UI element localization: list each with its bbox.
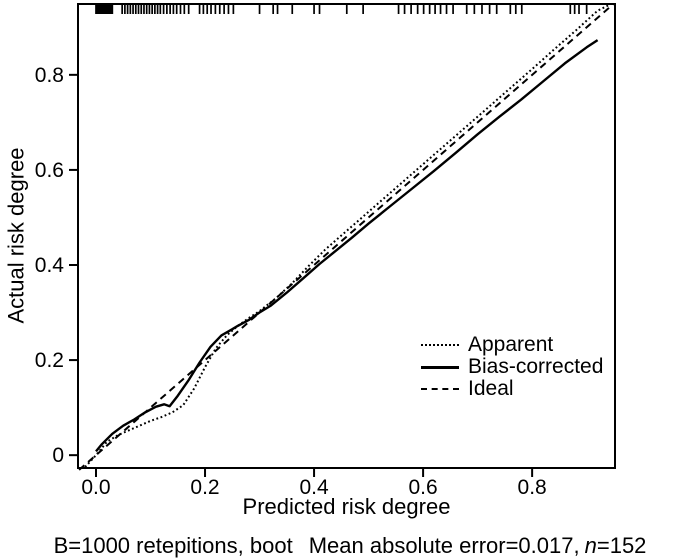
legend-label-bias-corrected: Bias-corrected (468, 355, 604, 378)
plot-box (77, 3, 616, 469)
bootstrap-stats-caption: B=1000 retepitions, boot Mean absolute er… (0, 533, 700, 559)
x-axis-ticks: 0.0 0.2 0.4 0.6 0.8 (81, 468, 547, 499)
legend-item-apparent: Apparent (421, 333, 603, 356)
y-tick-label: 0.2 (35, 349, 64, 372)
x-tick-label: 0.6 (408, 476, 437, 499)
caption-error-text: Mean absolute error=0.017, (308, 533, 580, 558)
legend-item-bias-corrected: Bias-corrected (421, 355, 604, 378)
y-tick-label: 0.4 (35, 254, 65, 277)
caption-n-symbol: n (584, 533, 597, 558)
legend-label-apparent: Apparent (468, 333, 554, 356)
x-tick-label: 0.0 (81, 476, 110, 499)
x-axis-title: Predicted risk degree (242, 494, 451, 519)
legend-item-ideal: Ideal (421, 377, 603, 400)
series-line-ideal (78, 3, 615, 471)
caption-bootstrap-text: B=1000 retepitions, boot (53, 533, 293, 558)
y-axis-ticks: 0 0.2 0.4 0.6 0.8 (35, 64, 78, 467)
y-tick-label: 0.8 (35, 64, 64, 87)
ideal-dashed-line-sample (421, 388, 459, 390)
legend: Apparent Bias-corrected Ideal (421, 333, 604, 400)
y-tick-label: 0.6 (35, 159, 64, 182)
x-tick-label: 0.4 (299, 476, 329, 499)
bias-corrected-solid-line-sample (421, 365, 459, 369)
y-axis-title: Actual risk degree (3, 147, 29, 324)
series-line-bias-corrected (95, 39, 599, 453)
caption-n-value: =152 (596, 533, 647, 558)
apparent-dotted-line-sample (421, 344, 459, 346)
x-tick-label: 0.8 (518, 476, 547, 499)
rug-marks (95, 5, 588, 14)
y-tick-label: 0 (52, 444, 64, 467)
legend-label-ideal: Ideal (468, 377, 514, 400)
x-tick-label: 0.2 (190, 476, 219, 499)
